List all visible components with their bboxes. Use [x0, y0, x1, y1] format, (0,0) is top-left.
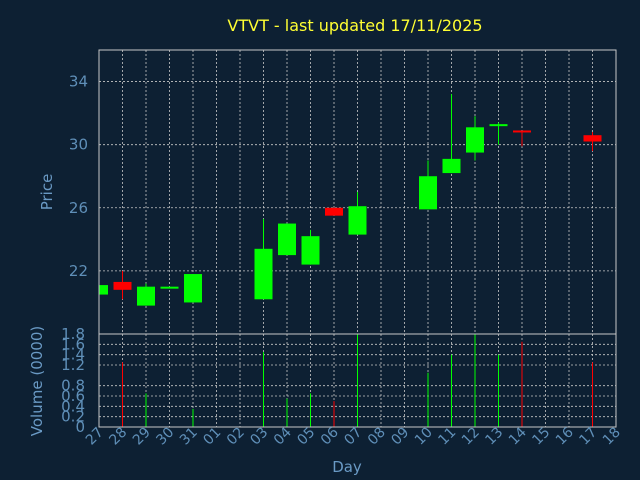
volume-axis-label: Volume (0000) — [28, 326, 46, 436]
candle-body — [348, 206, 367, 235]
volume-tick-label: 0.6 — [61, 387, 85, 405]
candle-body — [184, 274, 202, 303]
chart-title: VTVT - last updated 17/11/2025 — [227, 16, 482, 35]
volume-tick-label: 0.4 — [61, 397, 85, 415]
candle-body — [419, 176, 437, 210]
candle-body — [160, 286, 179, 289]
volume-bars — [122, 334, 593, 427]
candle-body — [99, 285, 108, 295]
candle-body — [254, 248, 273, 300]
volume-axis-ticks: 00.20.40.60.8 1.21.41.61.8 — [61, 325, 85, 436]
candle-body — [442, 158, 461, 174]
candle-body — [137, 286, 155, 306]
x-axis-label: Day — [332, 458, 362, 476]
price-axis-ticks: 22 26 30 34 — [69, 73, 88, 280]
volume-tick-label: 0.2 — [61, 408, 85, 426]
candle-body — [113, 281, 132, 290]
volume-tick-label: 0.8 — [61, 377, 85, 395]
price-tick-label: 34 — [69, 73, 88, 91]
volume-tick-label: 1.6 — [61, 335, 85, 353]
candle-body — [466, 127, 484, 153]
volume-tick-label: 0 — [75, 418, 85, 436]
candle-body — [278, 223, 296, 256]
price-axis-label: Price — [38, 174, 56, 211]
price-tick-label: 30 — [69, 136, 88, 154]
candle-body — [513, 130, 531, 133]
volume-tick-label: 1.2 — [61, 356, 85, 374]
volume-frame — [98, 333, 617, 428]
candle-body — [325, 207, 343, 216]
price-tick-label: 26 — [69, 199, 88, 217]
candle-body — [489, 124, 508, 127]
price-tick-label: 22 — [69, 262, 88, 280]
candles — [98, 94, 602, 306]
volume-tick-label: 1.4 — [61, 346, 85, 364]
candle-body — [583, 135, 602, 142]
volume-tick-label: 1.8 — [61, 325, 85, 343]
candle-body — [301, 236, 320, 265]
x-axis-ticks: 27 28 29 30 31 01 02 03 04 05 06 07 08 09 10 11 12 13 14 15… — [83, 424, 624, 448]
